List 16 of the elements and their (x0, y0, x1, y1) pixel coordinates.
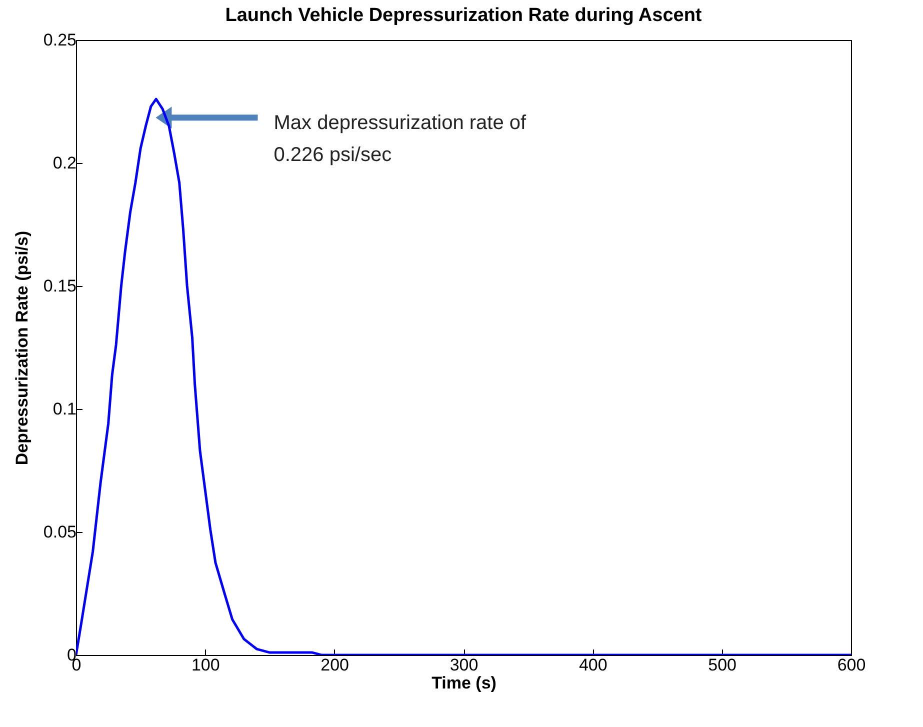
y-tick-label: 0.15 (43, 276, 76, 296)
chart-title: Launch Vehicle Depressurization Rate during Ascent (225, 5, 702, 26)
x-tick-label: 100 (191, 656, 220, 674)
x-tick-label: 500 (708, 656, 737, 674)
y-tick-label: 0.25 (43, 30, 76, 50)
x-tick-label: 200 (320, 656, 350, 674)
x-tick-label: 300 (450, 656, 478, 674)
y-tick-label: 0.2 (52, 154, 76, 172)
x-tick-label: 400 (578, 656, 608, 674)
y-axis-title: Depressurization Rate (psi/s) (12, 230, 32, 466)
annotation: Max depressurization rate of 0.226 psi/sec (274, 112, 527, 166)
y-tick-label: 0.1 (52, 400, 76, 418)
line-series (76, 98, 851, 655)
x-axis-title: Time (s) (432, 674, 496, 692)
x-tick-label: 600 (837, 656, 866, 674)
y-tick-label: 0.05 (43, 522, 76, 542)
